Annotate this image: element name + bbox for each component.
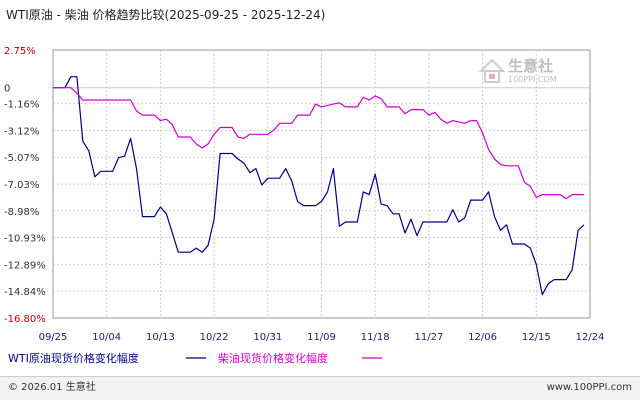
footer-site-link[interactable]: www.100PPI.com bbox=[547, 382, 632, 393]
x-tick-label: 11/27 bbox=[414, 332, 443, 343]
y-tick-label: -7.03% bbox=[4, 180, 39, 191]
house-icon bbox=[478, 58, 506, 83]
legend-label-diesel: 柴油现货价格变化幅度 bbox=[218, 351, 328, 365]
x-tick-label: 09/25 bbox=[39, 332, 68, 343]
chart-title: WTI原油 - 柴油 价格趋势比较(2025-09-25 - 2025-12-2… bbox=[6, 7, 325, 22]
x-tick-label: 10/22 bbox=[200, 332, 229, 343]
chart-series bbox=[53, 76, 585, 296]
watermark-logo: 生意社 100PPI.COM bbox=[478, 57, 557, 84]
legend: WTI原油现货价格变化幅度 柴油现货价格变化幅度 bbox=[8, 351, 382, 365]
watermark-name: 生意社 bbox=[508, 57, 553, 75]
x-tick-label: 11/18 bbox=[361, 332, 390, 343]
legend-label-wti: WTI原油现货价格变化幅度 bbox=[8, 351, 139, 365]
chart-grid bbox=[52, 49, 591, 319]
watermark-url: 100PPI.COM bbox=[508, 75, 557, 84]
x-tick-label: 12/06 bbox=[468, 332, 497, 343]
x-tick-label: 10/31 bbox=[253, 332, 282, 343]
x-tick-label: 12/15 bbox=[522, 332, 551, 343]
y-tick-label: 2.75% bbox=[4, 46, 36, 57]
y-tick-label: -3.12% bbox=[4, 126, 39, 137]
y-axis-ticks: 2.75% 0 -1.16% -3.12% -5.07% -7.03% -8.98% -10.… bbox=[4, 46, 46, 325]
y-tick-label: -10.93% bbox=[4, 234, 46, 245]
x-tick-label: 11/09 bbox=[307, 332, 336, 343]
y-tick-label: -5.07% bbox=[4, 153, 39, 164]
series-line-wti bbox=[53, 76, 585, 296]
x-axis-ticks: 09/25 10/04 10/13 10/22 10/31 11/09 11/18 11/27… bbox=[39, 332, 605, 343]
y-tick-label: 0 bbox=[4, 84, 10, 95]
x-tick-label: 10/04 bbox=[92, 332, 121, 343]
footer-bar bbox=[0, 376, 640, 400]
y-tick-label: -14.84% bbox=[4, 287, 46, 298]
y-tick-label: -16.80% bbox=[4, 314, 46, 325]
y-tick-label: -1.16% bbox=[4, 100, 39, 111]
y-tick-label: -8.98% bbox=[4, 207, 39, 218]
x-tick-label: 10/13 bbox=[146, 332, 175, 343]
footer-copyright: © 2026.01 生意社 bbox=[8, 380, 96, 393]
series-line-diesel bbox=[53, 87, 584, 200]
x-tick-label: 12/24 bbox=[576, 332, 605, 343]
y-tick-label: -12.89% bbox=[4, 260, 46, 271]
